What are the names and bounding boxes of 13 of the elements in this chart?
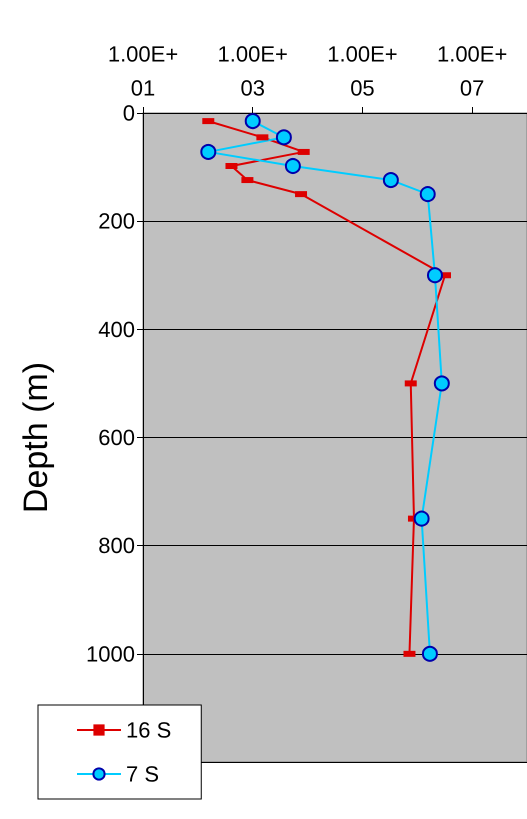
x-tick-label: 1.00E+07 <box>436 42 508 100</box>
y-tick-label: 200 <box>98 208 135 234</box>
x-tick-label: 1.00E+05 <box>327 42 398 100</box>
x-tick-label: 1.00E+03 <box>218 42 288 100</box>
y-axis-title: Depth (m) <box>17 362 55 514</box>
y-tick-label: 400 <box>98 316 135 342</box>
y-tick-label: 600 <box>98 425 135 450</box>
legend-label: 7 S <box>126 762 160 786</box>
y-tick-label: 1000 <box>86 641 135 666</box>
legend-label: 16 S <box>126 718 172 742</box>
y-tick-label: 0 <box>122 100 135 126</box>
y-tick-label: 800 <box>98 533 135 558</box>
x-tick-label: 1.00E+01 <box>108 42 178 100</box>
